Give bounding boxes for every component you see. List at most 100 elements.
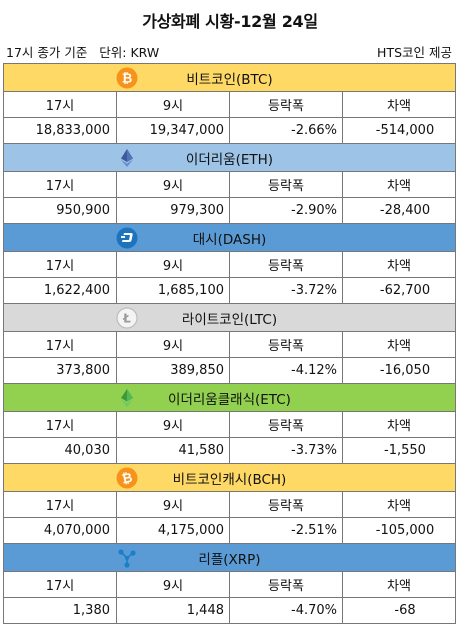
coin-price-table: ₿ 비트코인(BTC) 17시 9시 등락폭 차액 18,833,000 19,347,000… [3, 63, 456, 624]
column-header: 17시 [4, 252, 117, 278]
coin-name: 비트코인(BTC) [186, 71, 273, 88]
price-cell: -514,000 [343, 118, 456, 144]
coin-name: 대시(DASH) [192, 231, 267, 248]
price-cell: 1,685,100 [117, 278, 230, 304]
column-header: 9시 [117, 92, 230, 118]
price-cell: 19,347,000 [117, 118, 230, 144]
price-row: 950,900 979,300 -2.90% -28,400 [4, 198, 456, 224]
column-header: 차액 [343, 332, 456, 358]
price-cell: -3.72% [230, 278, 343, 304]
column-header: 등락폭 [230, 252, 343, 278]
column-header: 9시 [117, 332, 230, 358]
page-title: 가상화폐 시황-12월 24일 [142, 12, 318, 31]
column-header: 17시 [4, 92, 117, 118]
column-header: 17시 [4, 332, 117, 358]
price-cell: -16,050 [343, 358, 456, 384]
column-header: 9시 [117, 412, 230, 438]
price-row: 18,833,000 19,347,000 -2.66% -514,000 [4, 118, 456, 144]
price-cell: 979,300 [117, 198, 230, 224]
column-header: 17시 [4, 572, 117, 598]
bitcoin-icon: ₿ [116, 67, 138, 89]
price-cell: 18,833,000 [4, 118, 117, 144]
column-header: 차액 [343, 252, 456, 278]
svg-text:₿: ₿ [120, 471, 133, 488]
coin-header: Ł 라이트코인(LTC) [4, 304, 456, 332]
price-cell: 1,380 [4, 598, 117, 624]
price-cell: 4,175,000 [117, 518, 230, 544]
coin-header: 리플(XRP) [4, 544, 456, 572]
column-header: 등락폭 [230, 492, 343, 518]
column-header-row: 17시 9시 등락폭 차액 [4, 252, 456, 278]
column-header-row: 17시 9시 등락폭 차액 [4, 172, 456, 198]
column-header: 차액 [343, 572, 456, 598]
price-cell: -62,700 [343, 278, 456, 304]
source-credit: HTS코인 제공 [377, 45, 452, 60]
price-cell: 389,850 [117, 358, 230, 384]
column-header: 9시 [117, 492, 230, 518]
difference-value: -105,000 [375, 523, 435, 538]
coin-block: 이더리움클래식(ETC) 17시 9시 등락폭 차액 40,030 41,580 -3.73%… [4, 384, 456, 464]
column-header: 차액 [343, 172, 456, 198]
price-cell: -1,550 [343, 438, 456, 464]
column-header-row: 17시 9시 등락폭 차액 [4, 92, 456, 118]
price-cell: -2.90% [230, 198, 343, 224]
coin-header: 대시(DASH) [4, 224, 456, 252]
price-cell: 950,900 [4, 198, 117, 224]
price-cell: 1,448 [117, 598, 230, 624]
price-cell: -3.73% [230, 438, 343, 464]
column-header: 17시 [4, 492, 117, 518]
dash-icon [116, 227, 138, 249]
column-header: 차액 [343, 492, 456, 518]
coin-header: ₿ 비트코인(BTC) [4, 64, 456, 92]
price-cell: 41,580 [117, 438, 230, 464]
coin-name: 이더리움(ETH) [185, 151, 274, 168]
price-cell: 373,800 [4, 358, 117, 384]
coin-block: Ł 라이트코인(LTC) 17시 9시 등락폭 차액 373,800 389,850 -4.12… [4, 304, 456, 384]
column-header: 9시 [117, 572, 230, 598]
column-header-row: 17시 9시 등락폭 차액 [4, 332, 456, 358]
ethereum-icon [116, 147, 138, 169]
price-cell: 4,070,000 [4, 518, 117, 544]
column-header: 등락폭 [230, 92, 343, 118]
column-header: 17시 [4, 172, 117, 198]
coin-name: 이더리움클래식(ETC) [168, 391, 291, 408]
coin-name: 비트코인캐시(BCH) [172, 471, 287, 488]
coin-header: 이더리움클래식(ETC) [4, 384, 456, 412]
column-header: 9시 [117, 172, 230, 198]
coin-block: 대시(DASH) 17시 9시 등락폭 차액 1,622,400 1,685,100 -3.7… [4, 224, 456, 304]
price-row: 1,380 1,448 -4.70% -68 [4, 598, 456, 624]
price-cell: -105,000 [343, 518, 456, 544]
column-header-row: 17시 9시 등락폭 차액 [4, 492, 456, 518]
price-row: 1,622,400 1,685,100 -3.72% -62,700 [4, 278, 456, 304]
price-row: 40,030 41,580 -3.73% -1,550 [4, 438, 456, 464]
column-header-row: 17시 9시 등락폭 차액 [4, 572, 456, 598]
price-row: 373,800 389,850 -4.12% -16,050 [4, 358, 456, 384]
column-header: 17시 [4, 412, 117, 438]
price-cell: -68 [343, 598, 456, 624]
coin-block: ₿ 비트코인캐시(BCH) 17시 9시 등락폭 차액 4,070,000 4,175,000… [4, 464, 456, 544]
coin-block: 이더리움(ETH) 17시 9시 등락폭 차액 950,900 979,300 -2.90% -… [4, 144, 456, 224]
column-header: 등락폭 [230, 572, 343, 598]
price-cell: 1,622,400 [4, 278, 117, 304]
coin-header: ₿ 비트코인캐시(BCH) [4, 464, 456, 492]
coin-header: 이더리움(ETH) [4, 144, 456, 172]
difference-value: -1,550 [384, 443, 426, 458]
price-cell: -28,400 [343, 198, 456, 224]
price-row: 4,070,000 4,175,000 -2.51% -105,000 [4, 518, 456, 544]
price-cell: -4.12% [230, 358, 343, 384]
price-cell: -2.66% [230, 118, 343, 144]
ethereum-classic-icon [116, 387, 138, 409]
price-cell: 40,030 [4, 438, 117, 464]
difference-value: -68 [394, 603, 416, 618]
difference-value: -16,050 [379, 363, 431, 378]
column-header: 등락폭 [230, 332, 343, 358]
column-header: 등락폭 [230, 412, 343, 438]
column-header: 9시 [117, 252, 230, 278]
svg-text:₿: ₿ [122, 72, 133, 87]
column-header: 차액 [343, 92, 456, 118]
bitcoin-cash-icon: ₿ [116, 467, 138, 489]
coin-name: 라이트코인(LTC) [181, 311, 278, 328]
column-header: 차액 [343, 412, 456, 438]
price-basis-note: 17시 종가 기준 단위: KRW [6, 45, 160, 60]
coin-block: ₿ 비트코인(BTC) 17시 9시 등락폭 차액 18,833,000 19,347,000… [4, 64, 456, 144]
